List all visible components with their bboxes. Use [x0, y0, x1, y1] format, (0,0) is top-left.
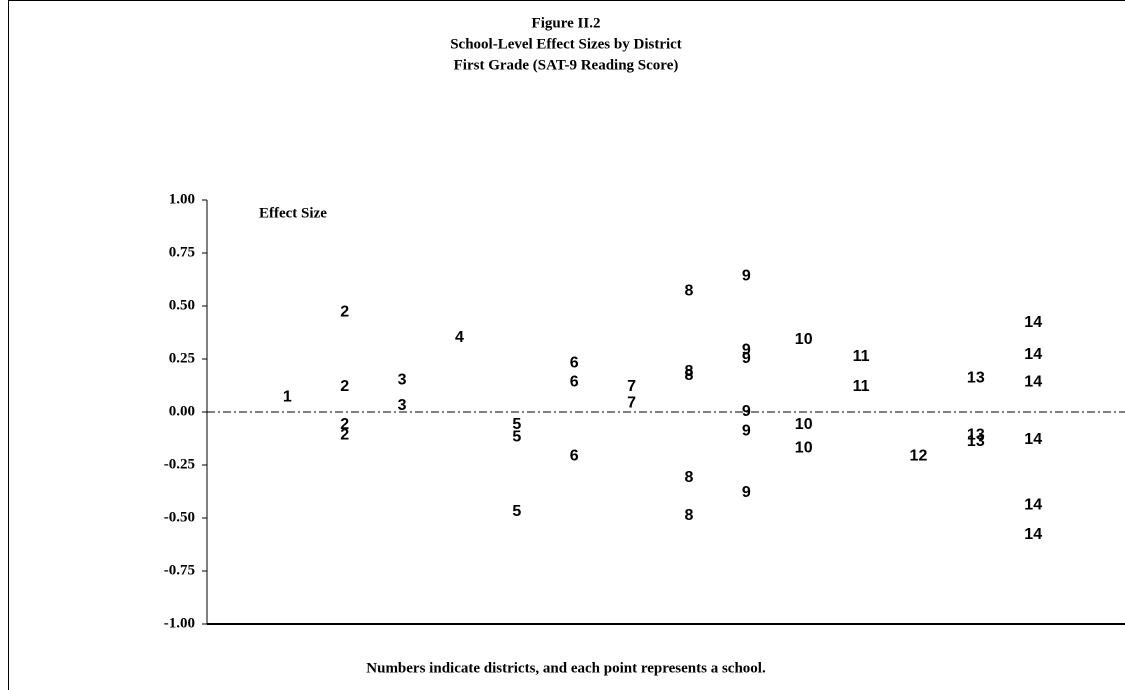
point-label: 9: [742, 268, 751, 285]
chart-subtitle: First Grade (SAT-9 Reading Score): [454, 57, 679, 73]
y-tick-label: -0.50: [164, 509, 195, 525]
point-label: 13: [967, 369, 985, 386]
point-label: 14: [1024, 526, 1042, 543]
point-label: 5: [512, 429, 521, 446]
point-label: 9: [742, 422, 751, 439]
point-label: 10: [795, 331, 813, 348]
point-label: 12: [910, 448, 928, 465]
y-tick-label: 0.50: [169, 297, 195, 313]
point-label: 8: [684, 469, 693, 486]
point-label: 9: [742, 342, 751, 359]
chart-subtitle: School-Level Effect Sizes by District: [450, 36, 682, 52]
point-label: 14: [1024, 431, 1042, 448]
y-tick-label: 0.00: [169, 403, 195, 419]
point-label: 5: [512, 503, 521, 520]
y-axis-label: Effect Size: [259, 205, 327, 221]
point-label: 3: [398, 397, 407, 414]
y-tick-label: 1.00: [169, 191, 195, 207]
point-label: 2: [340, 378, 349, 395]
footnote: Numbers indicate districts, and each poi…: [366, 660, 766, 676]
point-label: 11: [853, 348, 870, 365]
point-label: 10: [795, 416, 813, 433]
y-tick-label: 0.75: [169, 244, 195, 260]
point-label: 14: [1024, 496, 1042, 513]
point-label: 8: [684, 507, 693, 524]
y-tick-label: 0.25: [169, 350, 195, 366]
point-label: 5: [512, 416, 521, 433]
point-label: 8: [684, 282, 693, 299]
chart-title: Figure II.2: [532, 15, 601, 31]
point-label: 7: [627, 395, 636, 412]
y-tick-label: -0.75: [164, 562, 195, 578]
point-label: 7: [627, 378, 636, 395]
point-label: 4: [455, 329, 464, 346]
point-label: 13: [967, 433, 985, 450]
point-label: 2: [340, 416, 349, 433]
point-label: 14: [1024, 346, 1042, 363]
point-label: 6: [570, 354, 579, 371]
point-label: 9: [742, 484, 751, 501]
point-label: 11: [853, 378, 870, 395]
point-label: 10: [795, 439, 813, 456]
point-label: 8: [684, 367, 693, 384]
point-label: 2: [340, 304, 349, 321]
point-label: 14: [1024, 374, 1042, 391]
y-tick-label: -0.25: [164, 456, 195, 472]
point-label: 6: [570, 374, 579, 391]
point-label: 2: [340, 427, 349, 444]
point-label: 3: [398, 371, 407, 388]
point-label: 8: [684, 363, 693, 380]
point-label: 1: [283, 388, 292, 405]
point-label: 9: [742, 350, 751, 367]
point-label: 6: [570, 448, 579, 465]
point-label: 14: [1024, 314, 1042, 331]
point-label: 13: [967, 427, 985, 444]
y-tick-label: -1.00: [164, 615, 195, 631]
point-label: 9: [742, 403, 751, 420]
